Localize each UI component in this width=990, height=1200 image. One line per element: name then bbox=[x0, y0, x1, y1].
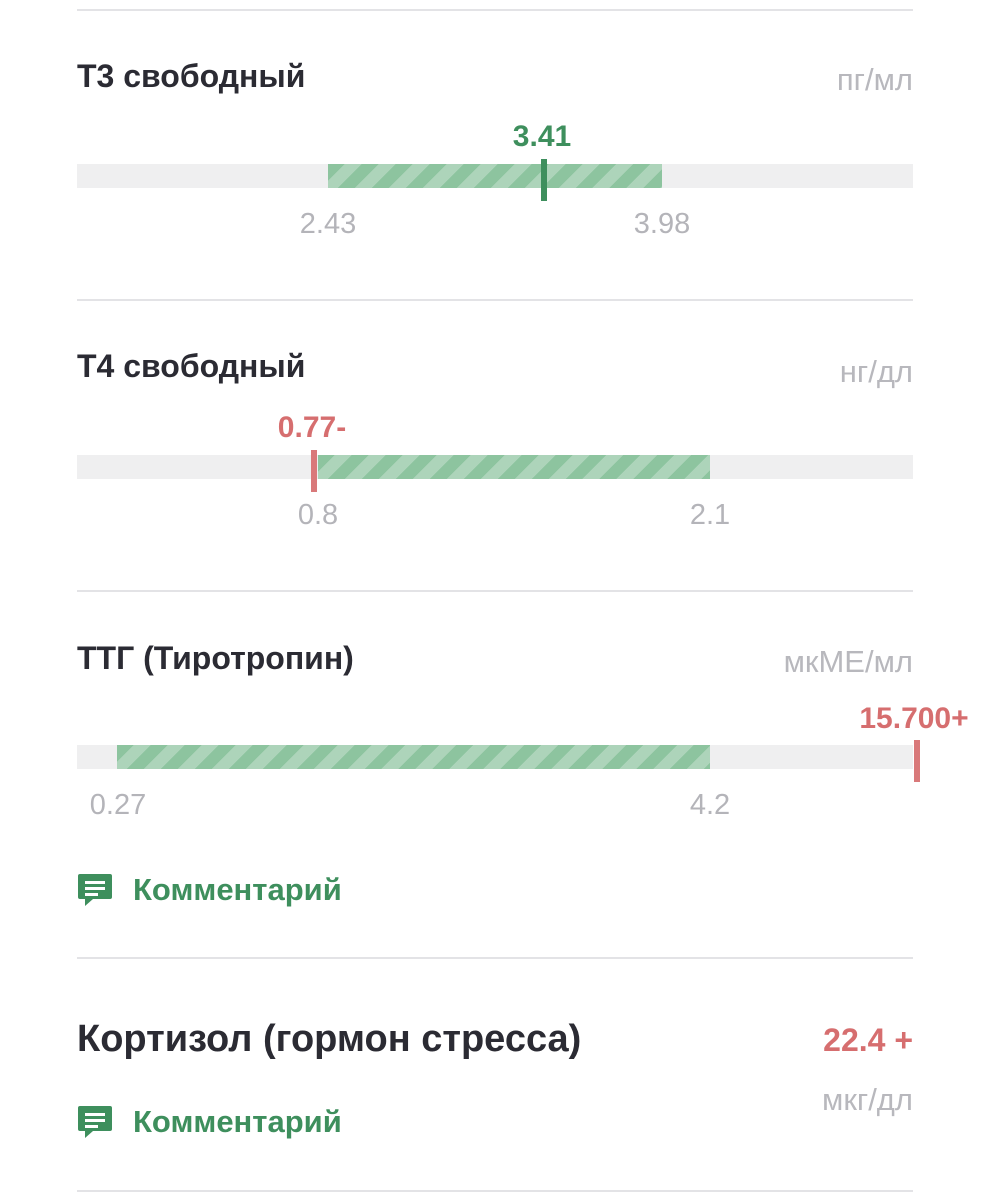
comment-icon bbox=[78, 1106, 112, 1138]
reference-range-bar bbox=[117, 745, 710, 769]
ref-high-label: 3.98 bbox=[633, 208, 691, 240]
test-unit: пг/мл bbox=[836, 62, 913, 97]
test-value: 15.700+ bbox=[859, 702, 969, 735]
divider bbox=[77, 299, 913, 301]
ref-high-label: 2.1 bbox=[689, 499, 731, 531]
test-unit: мкМЕ/мл bbox=[783, 644, 913, 679]
range-track bbox=[77, 164, 913, 188]
ref-low-label: 0.8 bbox=[297, 499, 339, 531]
test-value: 0.77- bbox=[277, 411, 347, 444]
range-track bbox=[77, 745, 913, 769]
range-track bbox=[77, 455, 913, 479]
comment-icon bbox=[78, 874, 112, 906]
reference-range-bar bbox=[318, 455, 710, 479]
divider bbox=[77, 590, 913, 592]
test-title: Кортизол (гормон стресса) bbox=[77, 1018, 582, 1060]
test-title: Т4 свободный bbox=[77, 348, 306, 384]
divider bbox=[77, 9, 913, 11]
value-marker bbox=[311, 450, 317, 492]
comment-button[interactable]: Комментарий bbox=[77, 1104, 342, 1140]
test-unit: мкг/дл bbox=[822, 1082, 913, 1117]
comment-button[interactable]: Комментарий bbox=[77, 872, 342, 908]
test-title: Т3 свободный bbox=[77, 58, 306, 94]
comment-label: Комментарий bbox=[133, 1104, 342, 1139]
value-marker bbox=[914, 740, 920, 782]
test-value: 3.41 bbox=[512, 120, 572, 153]
test-title: ТТГ (Тиротропин) bbox=[77, 640, 354, 676]
divider bbox=[77, 957, 913, 959]
test-value: 22.4 + bbox=[823, 1022, 913, 1058]
ref-low-label: 0.27 bbox=[89, 789, 147, 821]
ref-low-label: 2.43 bbox=[299, 208, 357, 240]
divider bbox=[77, 1190, 913, 1192]
comment-label: Комментарий bbox=[133, 872, 342, 907]
value-marker bbox=[541, 159, 547, 201]
test-unit: нг/дл bbox=[839, 354, 913, 389]
ref-high-label: 4.2 bbox=[689, 789, 731, 821]
reference-range-bar bbox=[328, 164, 662, 188]
